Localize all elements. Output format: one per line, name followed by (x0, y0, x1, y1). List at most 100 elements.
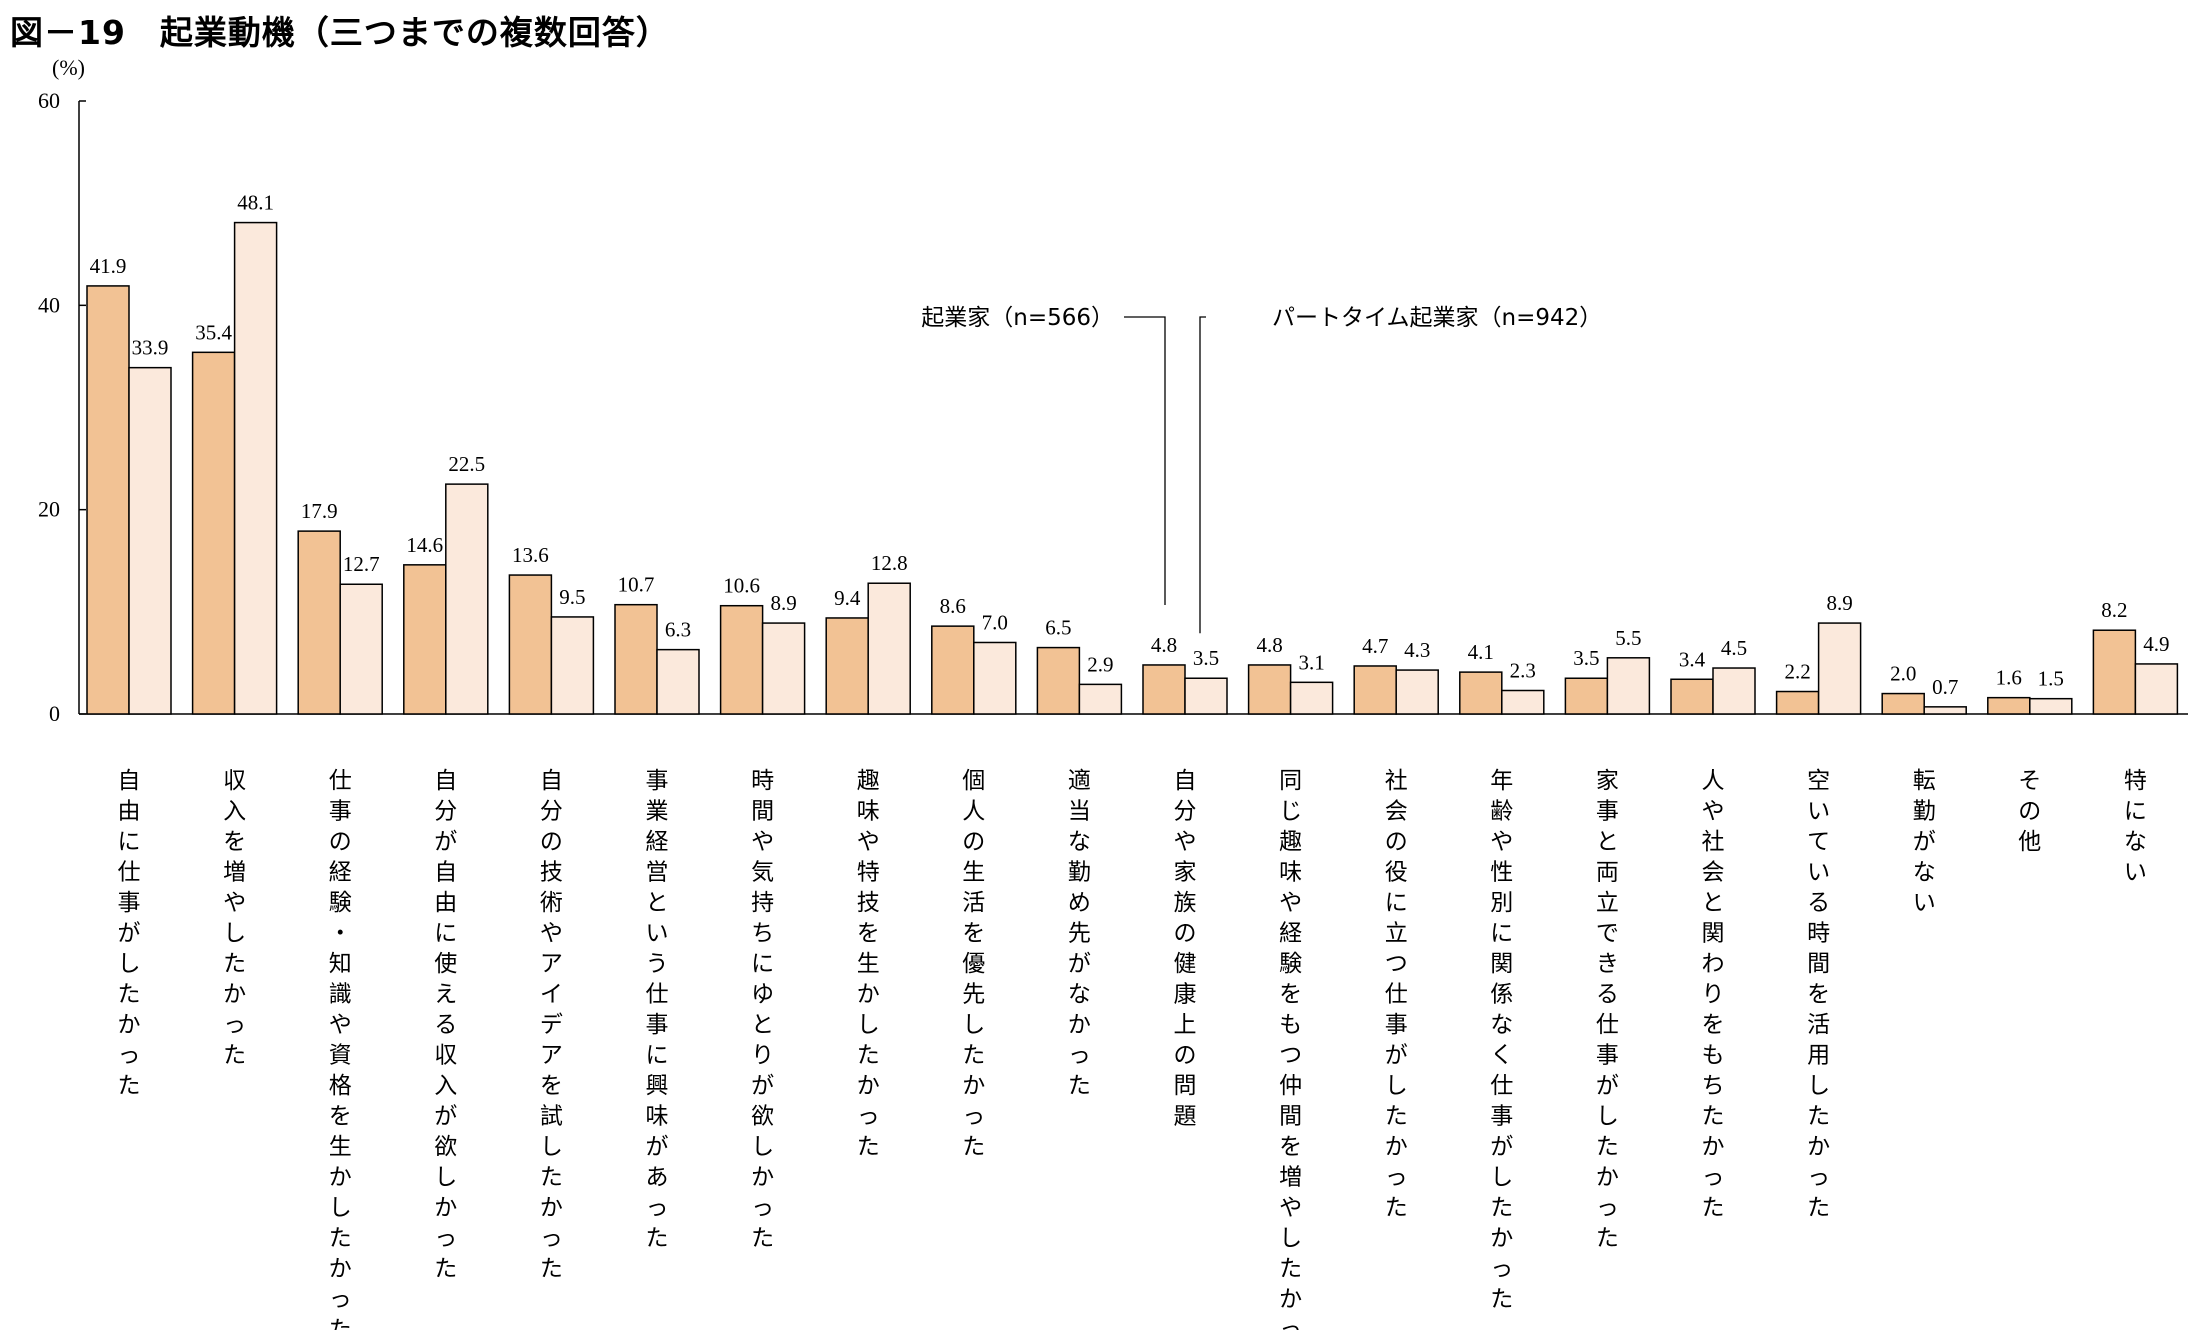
data-label: 4.7 (1362, 634, 1388, 658)
data-label: 9.4 (834, 586, 861, 610)
data-label: 4.9 (2143, 632, 2169, 656)
data-label: 2.0 (1890, 662, 1916, 686)
bar-kigyouka (1775, 690, 1820, 715)
data-label: 8.9 (1826, 591, 1852, 615)
data-label: 8.9 (770, 591, 796, 615)
data-label: 1.5 (2038, 667, 2064, 691)
category-label: 年齢や性別に関係なく仕事がしたかった (1490, 768, 1513, 1313)
legend-leader-kigyouka (1124, 316, 1166, 605)
bar-kigyouka (1987, 696, 2031, 715)
bar-parttime (339, 583, 383, 715)
category-label: 時間や気持ちにゆとりが欲しかった (751, 768, 774, 1252)
bar-parttime (128, 366, 172, 715)
data-label: 3.5 (1573, 646, 1599, 670)
bar-kigyouka (1353, 665, 1397, 715)
bar-kigyouka (1459, 671, 1503, 715)
data-label: 4.1 (1468, 640, 1494, 664)
data-label: 33.9 (132, 336, 169, 360)
category-label: 空いている時間を活用したかった (1807, 768, 1830, 1221)
bar-parttime (233, 221, 278, 715)
data-label: 4.5 (1721, 636, 1747, 660)
category-label: 自由に仕事がしたかった (118, 768, 141, 1099)
bar-parttime (761, 622, 806, 715)
data-label: 3.5 (1193, 646, 1219, 670)
bar-kigyouka (86, 285, 130, 715)
category-label: 仕事の経験・知識や資格を生かしたかった (329, 768, 352, 1330)
category-label: 社会の役に立つ仕事がしたかった (1385, 768, 1408, 1221)
data-label: 4.8 (1256, 633, 1282, 657)
data-label: 35.4 (195, 320, 232, 344)
category-label: 個人の生活を優先したかった (962, 768, 985, 1160)
category-label: 人や社会と関わりをもちたかった (1702, 768, 1725, 1221)
category-label: 事業経営という仕事に興味があった (646, 768, 669, 1252)
legend-label-parttime: パートタイム起業家（n=942） (1272, 305, 1602, 331)
bar-parttime (2029, 697, 2073, 715)
bar-parttime (1078, 683, 1123, 715)
bar-kigyouka (1142, 664, 1186, 715)
bar-kigyouka (825, 617, 869, 715)
category-label: その他 (2018, 768, 2041, 855)
bar-kigyouka (297, 530, 341, 715)
legend: 起業家（n=566） パートタイム起業家（n=942） (921, 305, 1602, 634)
bar-kigyouka (1670, 678, 1714, 715)
category-label: 自分が自由に使える収入が欲しかった (434, 768, 457, 1282)
data-label: 10.6 (723, 574, 760, 598)
data-label: 13.6 (512, 543, 549, 567)
bar-kigyouka (1881, 692, 1925, 715)
category-labels: 自由に仕事がしたかった 収入を増やしたかった 仕事の経験・知識や資格を生かしたかった… (118, 768, 2147, 1330)
y-tick-label: 40 (38, 292, 60, 317)
bar-kigyouka (508, 574, 553, 715)
category-label: 趣味や特技を生かしたかった (857, 768, 880, 1160)
data-label: 3.4 (1679, 647, 1706, 671)
bars (86, 221, 2179, 715)
data-label: 5.5 (1615, 626, 1641, 650)
bar-parttime (445, 483, 489, 715)
data-label: 6.3 (665, 618, 691, 642)
data-label: 41.9 (90, 254, 127, 278)
bar-kigyouka (719, 604, 764, 715)
category-label: 自分の技術やアイデアを試したかった (540, 768, 563, 1282)
data-label: 10.7 (618, 573, 655, 597)
data-label: 14.6 (406, 533, 443, 557)
bar-parttime (550, 616, 595, 715)
y-tick-label: 60 (38, 88, 60, 113)
bar-parttime (867, 582, 911, 715)
data-label: 4.3 (1404, 638, 1430, 662)
bar-parttime (656, 648, 700, 715)
data-label: 22.5 (448, 452, 485, 476)
category-label: 同じ趣味や経験をもつ仲間を増やしたかった (1279, 768, 1302, 1330)
bar-parttime (1289, 681, 1334, 715)
y-tick-label: 20 (38, 497, 60, 522)
data-label: 7.0 (982, 610, 1008, 634)
chart-title: 図－19 起業動機（三つまでの複数回答） (10, 13, 670, 52)
bar-parttime (1501, 689, 1545, 715)
bar-kigyouka (1036, 646, 1081, 715)
bar-kigyouka (614, 603, 658, 715)
data-label: 2.3 (1510, 659, 1536, 683)
bar-kigyouka (1564, 677, 1609, 715)
data-label: 4.8 (1151, 633, 1177, 657)
data-label: 2.2 (1784, 660, 1810, 684)
data-label: 12.8 (871, 551, 908, 575)
data-label: 3.1 (1298, 650, 1324, 674)
legend-leader-parttime (1199, 316, 1206, 634)
data-label: 8.6 (940, 594, 966, 618)
bar-kigyouka (1247, 664, 1292, 715)
data-label: 1.6 (1996, 666, 2022, 690)
category-label: 特にない (2124, 768, 2147, 886)
category-label: 家事と両立できる仕事がしたかった (1596, 768, 1619, 1252)
data-label: 2.9 (1087, 652, 1113, 676)
data-label: 12.7 (343, 552, 380, 576)
bar-parttime (1712, 667, 1756, 715)
category-label: 自分や家族の健康上の問題 (1174, 768, 1197, 1130)
data-label: 6.5 (1045, 616, 1071, 640)
data-label: 48.1 (237, 191, 274, 215)
bar-parttime (1817, 622, 1862, 715)
bar-parttime (2134, 663, 2179, 715)
bar-parttime (1184, 677, 1228, 715)
bar-kigyouka (931, 625, 975, 715)
bar-kigyouka (191, 351, 236, 715)
bar-kigyouka (403, 564, 447, 715)
data-label: 17.9 (301, 499, 338, 523)
